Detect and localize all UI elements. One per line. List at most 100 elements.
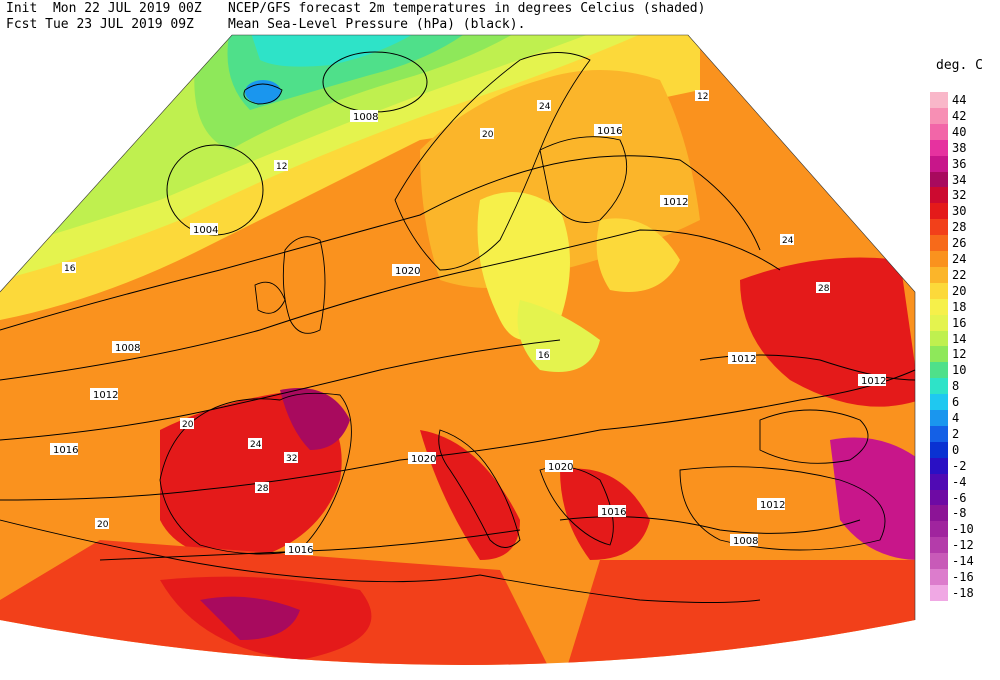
legend-entry: 28 (930, 219, 988, 236)
temp-label: 12 (697, 92, 708, 102)
init-value: Mon 22 JUL 2019 00Z (52, 1, 202, 16)
legend-entry: 40 (930, 123, 988, 140)
legend-label: -14 (952, 554, 974, 569)
legend-label: 0 (952, 442, 960, 457)
isobar-label: 1020 (395, 266, 420, 277)
temp-label: 32 (286, 454, 297, 464)
legend-swatch (930, 569, 948, 585)
fcst-line: Fcst Tue 23 JUL 2019 09Z (6, 17, 194, 33)
temp-label: 20 (482, 130, 494, 140)
legend-entry: 10 (930, 362, 988, 379)
temp-label: 20 (182, 420, 194, 430)
legend-label: 10 (952, 363, 967, 378)
init-label: Init (6, 1, 38, 16)
legend-swatch (930, 92, 948, 108)
legend-label: -12 (952, 538, 974, 553)
legend-entry: 44 (930, 92, 988, 108)
legend-swatch (930, 139, 948, 156)
domain-border (0, 34, 916, 620)
temp-label: 28 (818, 284, 830, 294)
legend-swatch (930, 251, 948, 267)
legend-title: deg. C (936, 58, 983, 73)
legend-entry: 6 (930, 394, 988, 411)
legend-entry: 14 (930, 330, 988, 347)
legend-entry: 24 (930, 251, 988, 267)
legend-swatch (930, 235, 948, 252)
legend-swatch (930, 441, 948, 458)
legend-entry: -4 (930, 473, 988, 490)
legend-entry: 38 (930, 139, 988, 156)
legend-label: 38 (952, 140, 967, 155)
legend-swatch (930, 123, 948, 140)
legend-label: 40 (952, 124, 967, 139)
legend-label: 20 (952, 283, 967, 298)
isobar-label: 1016 (288, 545, 313, 556)
legend-label: 2 (952, 426, 960, 441)
map-title: NCEP/GFS forecast 2m temperatures in deg… (228, 1, 706, 16)
legend-entry: 32 (930, 187, 988, 204)
map-subtitle: Mean Sea-Level Pressure (hPa) (black). (228, 17, 526, 32)
legend-swatch (930, 155, 948, 172)
temperature-labels: 12 16 20 24 28 32 24 20 16 12 28 24 20 (62, 90, 830, 530)
legend-swatch (930, 457, 948, 474)
legend-entry: 30 (930, 203, 988, 220)
isobar-label: 1020 (548, 462, 573, 473)
isobar-label: 1008 (733, 536, 758, 547)
legend-swatch (930, 330, 948, 347)
legend-swatch (930, 171, 948, 188)
temp-label: 16 (64, 264, 76, 274)
legend-swatch (930, 394, 948, 411)
legend-label: 36 (952, 156, 967, 171)
legend-label: 14 (952, 331, 967, 346)
legend-entry: 18 (930, 298, 988, 315)
legend-label: -2 (952, 458, 967, 473)
legend-swatch (930, 298, 948, 315)
legend-label: 22 (952, 267, 967, 282)
isobar-label: 1008 (353, 112, 378, 123)
legend-entry: -18 (930, 584, 988, 601)
legend-swatch (930, 219, 948, 236)
legend-label: -18 (952, 585, 974, 600)
legend-swatch (930, 282, 948, 299)
legend-label: 28 (952, 220, 967, 235)
temp-label: 28 (257, 484, 269, 494)
legend-entry: 8 (930, 378, 988, 395)
legend-swatch (930, 187, 948, 204)
temperature-shading (0, 35, 915, 665)
legend-swatch (930, 489, 948, 506)
legend-swatch (930, 584, 948, 601)
legend-entry: -16 (930, 569, 988, 585)
legend-label: 12 (952, 347, 967, 362)
legend-label: 8 (952, 379, 960, 394)
fcst-label: Fcst (6, 17, 38, 32)
temp-label: 24 (782, 236, 794, 246)
legend-swatch (930, 203, 948, 220)
legend-entry: -6 (930, 489, 988, 506)
isobar-label: 1016 (597, 126, 622, 137)
legend-label: 44 (952, 93, 967, 107)
legend-swatch (930, 553, 948, 570)
init-line: Init Mon 22 JUL 2019 00Z (6, 1, 202, 17)
legend-label: 30 (952, 204, 967, 219)
legend-label: 42 (952, 108, 967, 123)
isobar-label: 1016 (601, 507, 626, 518)
temp-label: 24 (250, 440, 262, 450)
legend-entry: -2 (930, 457, 988, 474)
legend-entry: 36 (930, 155, 988, 172)
isobar-label: 1012 (731, 354, 756, 365)
temp-label: 20 (97, 520, 109, 530)
legend-label: 16 (952, 315, 967, 330)
legend-swatch (930, 107, 948, 124)
legend-entry: 4 (930, 410, 988, 426)
isobar-label: 1012 (861, 376, 886, 387)
legend-entry: -12 (930, 537, 988, 554)
legend-label: -16 (952, 570, 974, 584)
legend-label: 4 (952, 411, 960, 425)
temp-label: 16 (538, 351, 550, 361)
legend-entry: -8 (930, 505, 988, 522)
legend-entry: 26 (930, 235, 988, 252)
legend-entry: 0 (930, 441, 988, 458)
isobar-label: 1016 (53, 445, 78, 456)
isobar-label: 1012 (93, 390, 118, 401)
